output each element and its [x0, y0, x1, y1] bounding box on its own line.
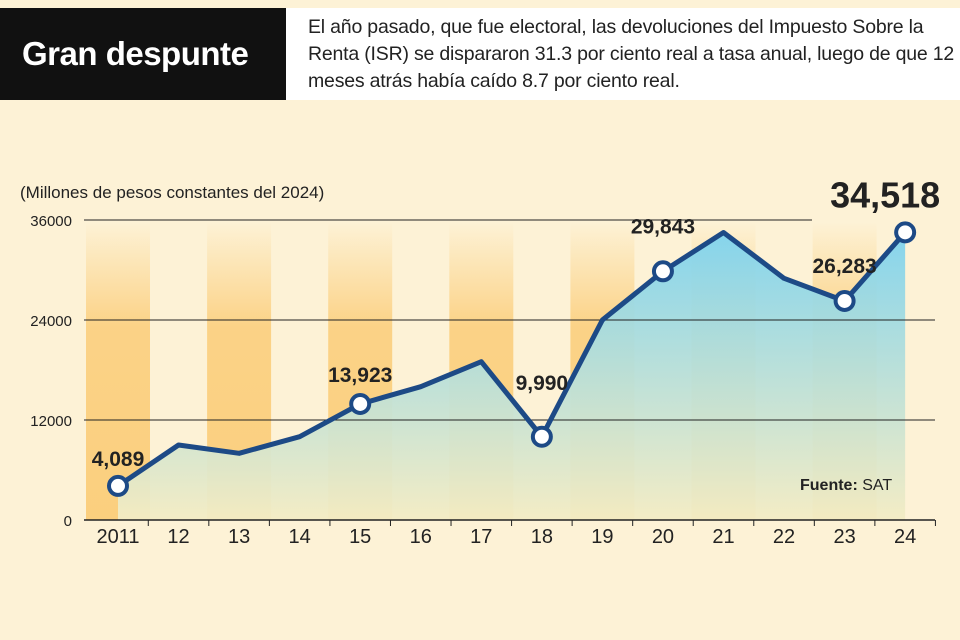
x-tick-19: 19: [591, 526, 613, 548]
x-tick-17: 17: [470, 526, 492, 548]
data-label-20: 29,843: [631, 215, 695, 238]
marker-15: [349, 392, 372, 415]
x-tick-24: 24: [894, 526, 916, 548]
subtitle-box: El año pasado, que fue electoral, las de…: [286, 8, 960, 100]
source-value: SAT: [862, 477, 892, 494]
marker-20: [651, 260, 674, 283]
x-tick-21: 21: [712, 526, 734, 548]
x-tick-14: 14: [289, 526, 311, 548]
chart-title: Gran despunte: [22, 35, 249, 72]
series-line: [115, 229, 908, 489]
data-label-18: 9,990: [516, 372, 569, 395]
data-label-2011: 4,089: [92, 448, 145, 471]
y-axis-label: (Millones de pesos constantes del 2024): [20, 183, 324, 202]
marker-2011: [107, 474, 129, 497]
data-label-23: 26,283: [812, 255, 876, 278]
x-tick-13: 13: [228, 526, 250, 548]
x-tick-2011: 2011: [96, 526, 139, 548]
marker-23: [833, 289, 856, 312]
x-tick-16: 16: [410, 526, 432, 548]
y-tick-0: 0: [64, 513, 72, 530]
y-tick-24000: 24000: [30, 313, 72, 330]
area-fill: [118, 232, 906, 520]
marker-18: [530, 425, 553, 448]
source-note: Fuente: SAT: [800, 477, 892, 494]
x-tick-12: 12: [167, 526, 189, 548]
y-tick-12000: 12000: [30, 413, 72, 430]
source-label: Fuente:: [800, 477, 858, 494]
header: Gran despunte El año pasado, que fue ele…: [0, 0, 960, 100]
data-label-24: 34,518: [830, 174, 940, 215]
x-tick-22: 22: [773, 526, 795, 548]
y-tick-36000: 36000: [30, 213, 72, 230]
x-tick-18: 18: [531, 526, 553, 548]
chart-description: El año pasado, que fue electoral, las de…: [308, 16, 955, 92]
x-tick-20: 20: [652, 526, 674, 548]
title-box: Gran despunte: [0, 8, 286, 100]
x-tick-23: 23: [833, 526, 855, 548]
marker-24: [894, 221, 917, 244]
x-tick-15: 15: [349, 526, 371, 548]
data-label-15: 13,923: [328, 364, 392, 387]
